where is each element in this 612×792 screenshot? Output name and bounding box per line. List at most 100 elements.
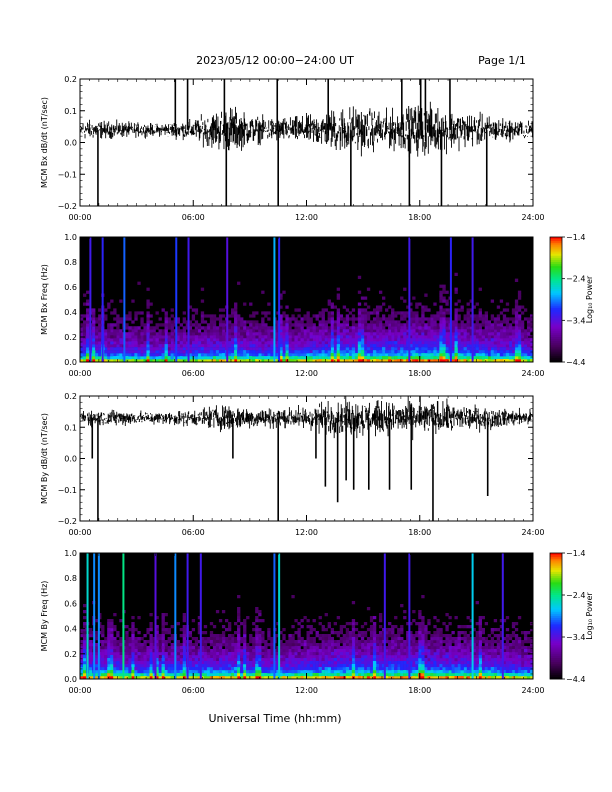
spectrogram-cells <box>279 314 283 318</box>
spectrogram-cells <box>191 670 196 674</box>
spectrogram-cells <box>119 652 298 668</box>
spectrogram-cells <box>372 353 401 357</box>
spectrogram-cells <box>306 356 404 360</box>
spectrogram-cells <box>161 356 165 360</box>
spectrogram-cells <box>490 676 495 680</box>
spectrogram-cells <box>285 353 289 357</box>
spectrogram-cells <box>439 664 443 668</box>
colorbar-stripe <box>550 668 562 671</box>
spectrogram-cells <box>366 359 371 363</box>
spectrogram-cells <box>366 673 371 677</box>
spectrogram-cells <box>436 353 440 357</box>
x-tick-label: 06:00 <box>182 686 205 695</box>
spectrogram-cells <box>134 664 153 674</box>
spectrogram-cells <box>369 353 374 357</box>
spectrogram-cells <box>215 676 220 680</box>
spectrogram-cells <box>252 655 274 659</box>
x-tick-label: 18:00 <box>408 369 431 378</box>
spectrogram-cells <box>388 359 392 363</box>
y-tick-label: 1.0 <box>64 233 77 242</box>
spectrogram-cells <box>442 664 446 668</box>
spectrogram-cells <box>95 673 99 677</box>
spectrogram-cells <box>454 347 458 351</box>
spectrogram-cells <box>457 676 461 680</box>
spectrogram-cells <box>415 652 419 656</box>
spectrogram-cells <box>98 658 510 668</box>
spectrogram-cells <box>318 359 322 363</box>
spectrogram-cells <box>351 664 356 668</box>
spectrogram-cells <box>418 335 449 354</box>
colorbar-stripe <box>550 624 562 627</box>
spectrogram-broadband-line <box>187 237 190 362</box>
spectrogram-cells <box>363 670 368 674</box>
spectrogram-cells <box>98 353 102 357</box>
spectrogram-cells <box>478 664 482 668</box>
spectrogram-cells <box>110 658 114 662</box>
spectrogram-cells <box>351 670 356 674</box>
spectrogram-broadband-line <box>501 553 504 679</box>
spectrogram-cells <box>240 676 244 680</box>
spectrogram-cells <box>83 326 513 354</box>
spectrogram-cells <box>107 359 111 363</box>
spectrogram-cells <box>385 359 389 363</box>
spectrogram-cells <box>378 667 383 671</box>
colorbar-stripe <box>550 249 562 252</box>
colorbar-stripe <box>550 674 562 678</box>
spectrogram-cells <box>400 664 422 674</box>
spectrogram-cells <box>421 673 425 677</box>
spectrogram-cells <box>197 347 202 351</box>
spectrogram-cells <box>345 347 350 351</box>
spectrogram-cells <box>125 673 129 677</box>
spectrogram-cells <box>83 356 87 360</box>
spectrogram-cells <box>454 676 458 680</box>
spectrogram-cells <box>388 673 392 677</box>
colorbar-stripe <box>550 326 562 330</box>
spectrogram-cells <box>258 356 262 360</box>
spectrogram-cells <box>158 359 162 363</box>
spectrogram-cells <box>445 353 449 357</box>
spectrogram-cells <box>264 356 268 360</box>
spectrogram-cells <box>403 353 407 357</box>
spectrogram-cells <box>194 676 199 680</box>
spectrogram-cells <box>306 353 310 357</box>
x-tick-label: 12:00 <box>295 213 318 222</box>
spectrogram-cells <box>231 673 235 677</box>
spectrogram-cells <box>415 670 419 674</box>
spectrogram-cells <box>149 359 153 363</box>
y-tick-label: −0.1 <box>58 486 77 495</box>
spectrogram-cells <box>454 344 458 348</box>
spectrogram-cells <box>300 676 304 680</box>
spectrogram-cells <box>339 347 344 351</box>
spectrogram-cells <box>309 676 313 680</box>
spectrogram-cells <box>212 676 217 680</box>
y-tick-label: 0.2 <box>64 333 77 342</box>
spectrogram-cells <box>107 326 501 342</box>
spectrogram-cells <box>261 676 265 680</box>
spectrogram-cells <box>478 350 482 354</box>
colorbar-stripe <box>550 611 562 615</box>
spectrogram-broadband-line <box>383 553 386 679</box>
spectrogram-cells <box>366 676 371 680</box>
spectrogram-cells <box>375 676 380 680</box>
colorbar-stripe <box>550 289 562 292</box>
spectrogram-cells <box>258 667 262 671</box>
spectrogram-cells <box>167 356 171 360</box>
spectrogram-cells <box>415 673 419 677</box>
spectrogram-cells <box>143 335 150 354</box>
spectrogram-cells <box>520 353 525 357</box>
spectrogram-cells <box>80 676 84 680</box>
spectrogram-cells <box>158 356 162 360</box>
spectrogram-broadband-line <box>199 553 202 679</box>
spectrogram-cells <box>481 664 485 668</box>
spectrogram-cells <box>451 341 455 345</box>
spectrogram-cells <box>234 673 238 677</box>
spectrogram-cells <box>345 676 350 680</box>
spectrogram-cells <box>176 673 180 677</box>
colorbar-stripe <box>550 324 562 327</box>
spectrogram-cells <box>176 332 180 336</box>
colorbar-tick-label: −3.4 <box>566 316 585 325</box>
spectrogram-cells <box>339 356 344 360</box>
spectrogram-cells <box>128 670 132 674</box>
spectrogram-cells <box>170 347 174 351</box>
spectrogram-panel: 00:00 06:00 12:00 18:00 24:00 1.0 0.8 0.6 0.4 0.2… <box>40 549 594 695</box>
